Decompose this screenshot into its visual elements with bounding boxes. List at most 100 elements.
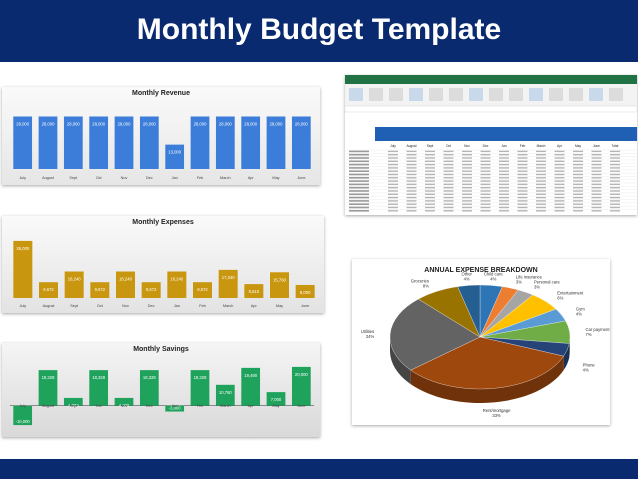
table-cell[interactable] [573,196,583,199]
table-cell[interactable] [536,160,546,162]
table-cell[interactable] [480,163,491,166]
table-cell[interactable] [443,196,454,199]
table-cell[interactable] [406,203,417,205]
table-cell[interactable] [591,163,602,166]
table-cell[interactable] [573,180,583,182]
table-cell[interactable] [406,163,417,166]
table-cell[interactable] [499,180,509,182]
table-cell[interactable] [517,190,528,192]
table-cell[interactable] [554,196,565,199]
formula-bar[interactable] [345,105,637,113]
table-cell[interactable] [591,187,602,189]
table-cell[interactable] [610,183,620,186]
table-cell[interactable] [499,187,509,189]
table-cell[interactable] [480,206,491,209]
table-cell[interactable] [388,193,398,195]
table-cell[interactable] [610,203,620,205]
table-cell[interactable] [610,193,620,195]
table-cell[interactable] [425,157,435,159]
table-cell[interactable] [517,180,528,182]
table-cell[interactable] [554,210,565,212]
table-cell[interactable] [443,170,454,172]
table-cell[interactable] [536,173,546,176]
table-cell[interactable] [425,180,435,182]
table-cell[interactable] [573,163,583,166]
table-cell[interactable] [425,210,435,212]
table-cell[interactable] [536,177,546,179]
table-cell[interactable] [462,193,472,195]
table-cell[interactable] [591,196,602,199]
table-cell[interactable] [425,150,435,153]
table-cell[interactable] [425,154,435,156]
table-cell[interactable] [480,160,491,162]
table-cell[interactable] [554,173,565,176]
table-cell[interactable] [406,193,417,195]
table-cell[interactable] [554,157,565,159]
table-cell[interactable] [591,206,602,209]
table-cell[interactable] [406,167,417,169]
table-cell[interactable] [536,163,546,166]
table-cell[interactable] [573,206,583,209]
table-cell[interactable] [499,167,509,169]
table-cell[interactable] [536,183,546,186]
table-cell[interactable] [462,170,472,172]
table-cell[interactable] [499,157,509,159]
table-cell[interactable] [443,163,454,166]
table-cell[interactable] [536,150,546,153]
table-cell[interactable] [610,173,620,176]
table-cell[interactable] [573,170,583,172]
table-cell[interactable] [388,177,398,179]
table-cell[interactable] [443,200,454,202]
table-cell[interactable] [591,157,602,159]
table-cell[interactable] [591,177,602,179]
table-cell[interactable] [406,187,417,189]
table-cell[interactable] [462,160,472,162]
ribbon-button[interactable] [589,88,603,101]
table-cell[interactable] [443,150,454,153]
table-cell[interactable] [554,206,565,209]
table-cell[interactable] [536,200,546,202]
table-cell[interactable] [573,167,583,169]
table-cell[interactable] [425,203,435,205]
table-cell[interactable] [425,183,435,186]
table-cell[interactable] [499,177,509,179]
table-cell[interactable] [480,180,491,182]
table-cell[interactable] [591,183,602,186]
table-cell[interactable] [517,203,528,205]
table-cell[interactable] [406,170,417,172]
table-cell[interactable] [462,157,472,159]
table-cell[interactable] [388,183,398,186]
table-cell[interactable] [499,160,509,162]
table-cell[interactable] [591,150,602,153]
table-cell[interactable] [480,170,491,172]
table-cell[interactable] [517,157,528,159]
table-cell[interactable] [517,206,528,209]
table-cell[interactable] [480,187,491,189]
table-cell[interactable] [425,160,435,162]
table-cell[interactable] [499,203,509,205]
table-cell[interactable] [406,160,417,162]
table-cell[interactable] [536,193,546,195]
table-cell[interactable] [462,200,472,202]
table-cell[interactable] [499,173,509,176]
table-cell[interactable] [480,154,491,156]
table-cell[interactable] [462,183,472,186]
table-cell[interactable] [480,200,491,202]
table-cell[interactable] [406,206,417,209]
table-cell[interactable] [554,200,565,202]
table-cell[interactable] [480,177,491,179]
table-cell[interactable] [499,210,509,212]
table-cell[interactable] [591,173,602,176]
table-cell[interactable] [443,160,454,162]
table-cell[interactable] [591,154,602,156]
table-cell[interactable] [573,203,583,205]
table-cell[interactable] [536,203,546,205]
ribbon-button[interactable] [549,88,563,101]
table-cell[interactable] [425,190,435,192]
table-cell[interactable] [517,150,528,153]
table-cell[interactable] [591,200,602,202]
table-cell[interactable] [388,154,398,156]
table-cell[interactable] [462,150,472,153]
table-cell[interactable] [536,206,546,209]
table-cell[interactable] [425,177,435,179]
